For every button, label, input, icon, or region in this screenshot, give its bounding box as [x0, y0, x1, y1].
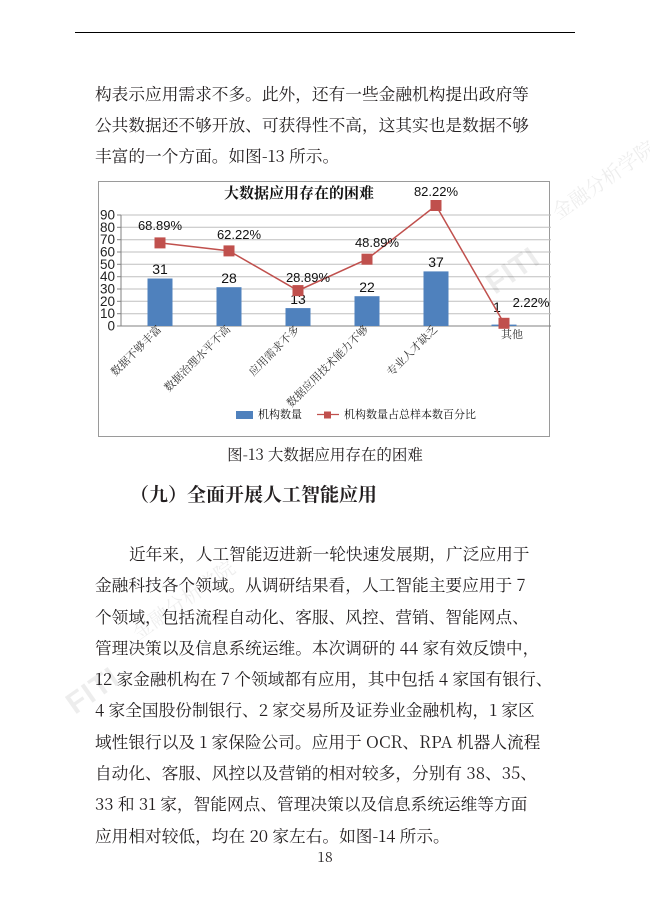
- svg-text:FITI: FITI: [0, 0, 57, 7]
- svg-text:其他: 其他: [501, 326, 523, 342]
- svg-text:数据治理水平不高: 数据治理水平不高: [160, 322, 234, 396]
- svg-text:机构数量: 机构数量: [258, 406, 302, 422]
- svg-text:68.89%: 68.89%: [138, 218, 183, 233]
- svg-text:机构数量占总样本数百分比: 机构数量占总样本数百分比: [344, 406, 476, 422]
- svg-text:大数据应用存在的困难: 大数据应用存在的困难: [224, 182, 374, 203]
- svg-text:应用需求不多: 应用需求不多: [245, 322, 303, 380]
- svg-text:37: 37: [428, 254, 444, 270]
- svg-text:28.89%: 28.89%: [286, 270, 331, 285]
- svg-text:31: 31: [152, 261, 168, 277]
- svg-text:48.89%: 48.89%: [355, 235, 400, 250]
- svg-text:22: 22: [359, 279, 375, 295]
- svg-text:数据不够丰富: 数据不够丰富: [107, 322, 165, 380]
- svg-text:0: 0: [107, 319, 115, 334]
- svg-text:28: 28: [221, 270, 237, 286]
- svg-text:62.22%: 62.22%: [217, 227, 262, 242]
- svg-text:2.22%: 2.22%: [513, 295, 550, 310]
- svg-text:82.22%: 82.22%: [414, 184, 459, 199]
- svg-text:专业人才缺乏: 专业人才缺乏: [383, 322, 441, 380]
